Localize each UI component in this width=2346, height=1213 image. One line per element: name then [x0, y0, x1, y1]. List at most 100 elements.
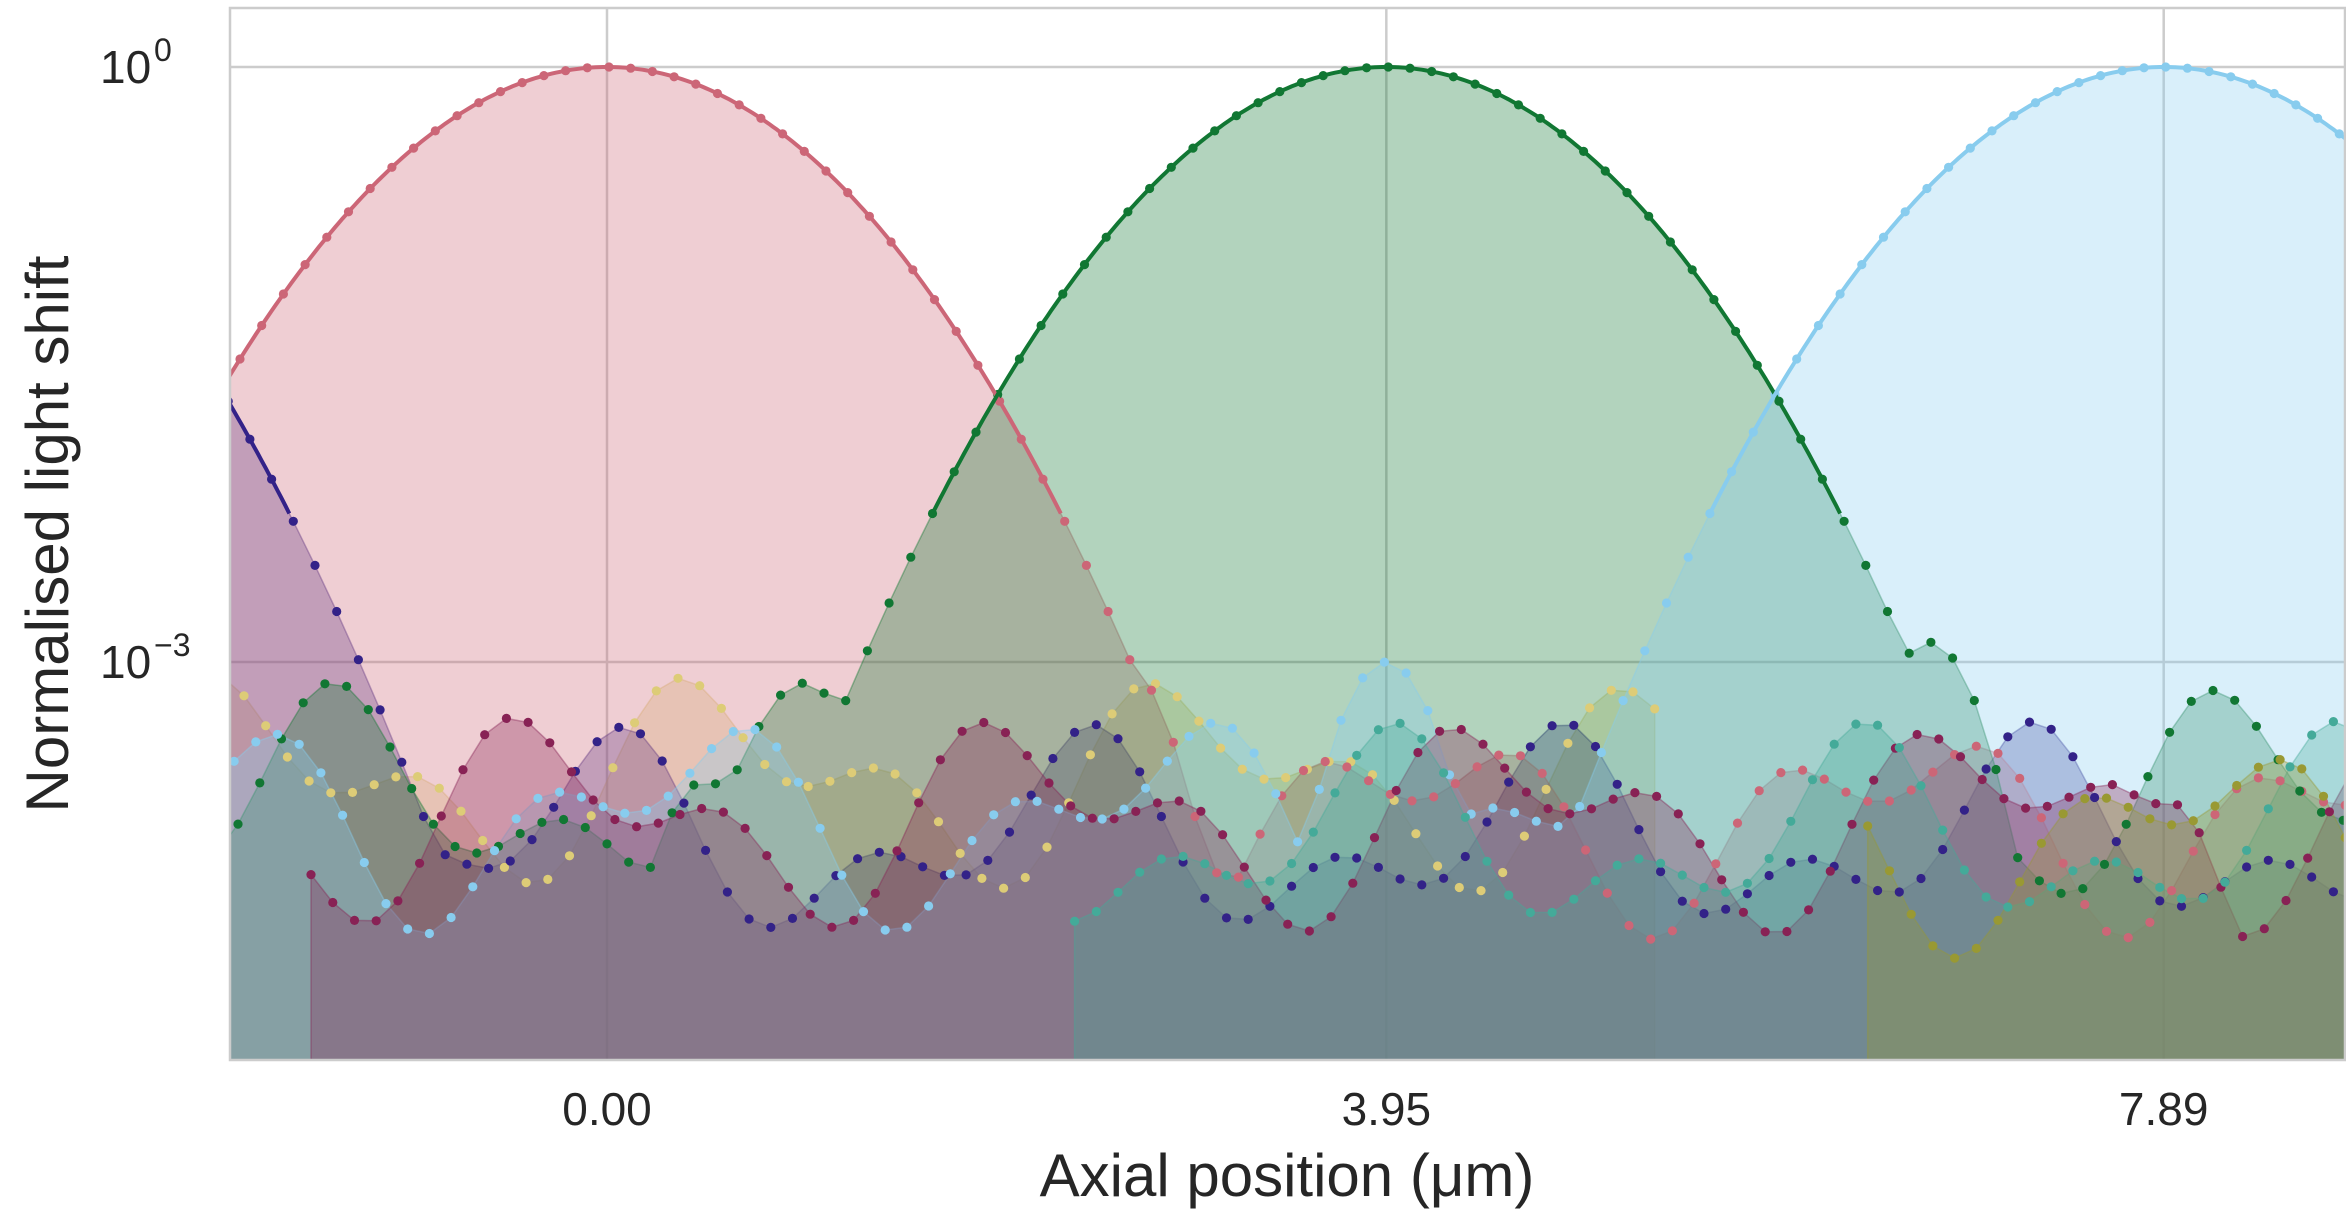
data-point: [103, 818, 112, 827]
data-point: [0, 794, 6, 803]
data-point: [977, 873, 987, 884]
data-point: [272, 729, 283, 739]
series-point-group: [306, 713, 2334, 942]
data-point: [415, 858, 425, 868]
data-point: [1819, 774, 1829, 784]
data-point: [397, 757, 407, 767]
data-point: [2307, 872, 2317, 882]
data-point: [803, 781, 813, 792]
data-point: [1543, 804, 1553, 814]
data-point: [710, 779, 721, 789]
data-point: [1519, 831, 1529, 841]
data-point: [1851, 874, 1861, 885]
data-point: [99, 781, 108, 790]
data-point: [961, 870, 971, 880]
data-point: [1531, 816, 1541, 826]
data-point: [251, 737, 261, 747]
data-point: [1646, 934, 1656, 944]
data-point: [2275, 755, 2285, 765]
data-point: [598, 802, 608, 812]
data-point: [2230, 695, 2240, 705]
data-point: [2176, 901, 2187, 911]
data-point: [1439, 873, 1449, 883]
data-point: [349, 915, 360, 926]
data-point: [115, 237, 124, 246]
y-axis-label: Normalised light shift: [14, 255, 81, 812]
data-point: [924, 901, 934, 911]
data-point: [1993, 748, 2003, 759]
data-point: [805, 909, 815, 919]
data-point: [1916, 781, 1926, 791]
data-point: [1738, 907, 1748, 917]
data-point: [2208, 685, 2218, 696]
x-axis-label: Axial position (μm): [1040, 1142, 1535, 1209]
data-point: [772, 742, 782, 752]
data-point: [1742, 878, 1752, 888]
data-point: [1547, 907, 1557, 918]
data-point: [1640, 646, 1650, 656]
data-point: [456, 806, 466, 816]
data-point: [105, 598, 114, 607]
data-point: [168, 859, 177, 868]
data-point: [2056, 888, 2066, 899]
data-point: [1407, 796, 1417, 806]
data-point: [2210, 809, 2220, 820]
data-point: [2046, 882, 2056, 892]
data-point: [44, 870, 53, 879]
data-point: [1776, 768, 1786, 778]
data-point: [143, 800, 152, 809]
data-point: [564, 851, 575, 861]
data-point: [1634, 825, 1644, 835]
data-point: [1677, 896, 1687, 906]
data-point: [667, 808, 677, 818]
data-point: [153, 729, 162, 738]
data-point: [121, 790, 130, 799]
data-point: [2151, 799, 2161, 809]
data-point: [371, 916, 381, 926]
data-point: [707, 744, 717, 754]
data-point: [66, 873, 75, 882]
data-point: [353, 655, 363, 665]
data-point: [797, 678, 807, 688]
data-point: [2090, 856, 2100, 866]
data-point: [458, 765, 468, 775]
data-point: [515, 828, 525, 839]
data-point: [1861, 560, 1871, 571]
data-point: [1287, 881, 1297, 891]
data-point: [1498, 867, 1508, 878]
data-point: [478, 835, 488, 846]
data-point: [2232, 780, 2242, 791]
data-point: [1450, 779, 1460, 789]
data-point: [2263, 855, 2273, 865]
data-point: [580, 822, 590, 833]
data-point: [527, 835, 537, 845]
data-point: [1547, 721, 1557, 731]
data-point: [945, 869, 955, 879]
data-point: [914, 798, 924, 808]
data-point: [282, 752, 292, 762]
data-point: [164, 804, 173, 813]
data-point: [2198, 893, 2208, 904]
data-point: [1135, 867, 1145, 877]
data-point: [1628, 687, 1638, 697]
data-point: [1575, 801, 1585, 812]
data-point: [2034, 876, 2044, 886]
data-point: [1717, 875, 1727, 885]
data-point: [1667, 926, 1677, 936]
data-point: [2155, 882, 2165, 893]
data-point: [347, 787, 358, 798]
data-point: [695, 681, 705, 691]
data-point: [1618, 696, 1628, 706]
data-point: [1107, 709, 1117, 719]
data-point: [1379, 657, 1389, 667]
data-point: [1373, 725, 1383, 735]
data-point: [870, 888, 880, 898]
data-point: [2328, 887, 2338, 897]
data-point: [147, 845, 156, 854]
data-point: [1586, 804, 1597, 814]
data-point: [892, 846, 902, 856]
data-point: [1742, 889, 1752, 899]
data-point: [592, 737, 602, 747]
data-point: [1677, 870, 1687, 880]
data-point: [2003, 732, 2013, 742]
